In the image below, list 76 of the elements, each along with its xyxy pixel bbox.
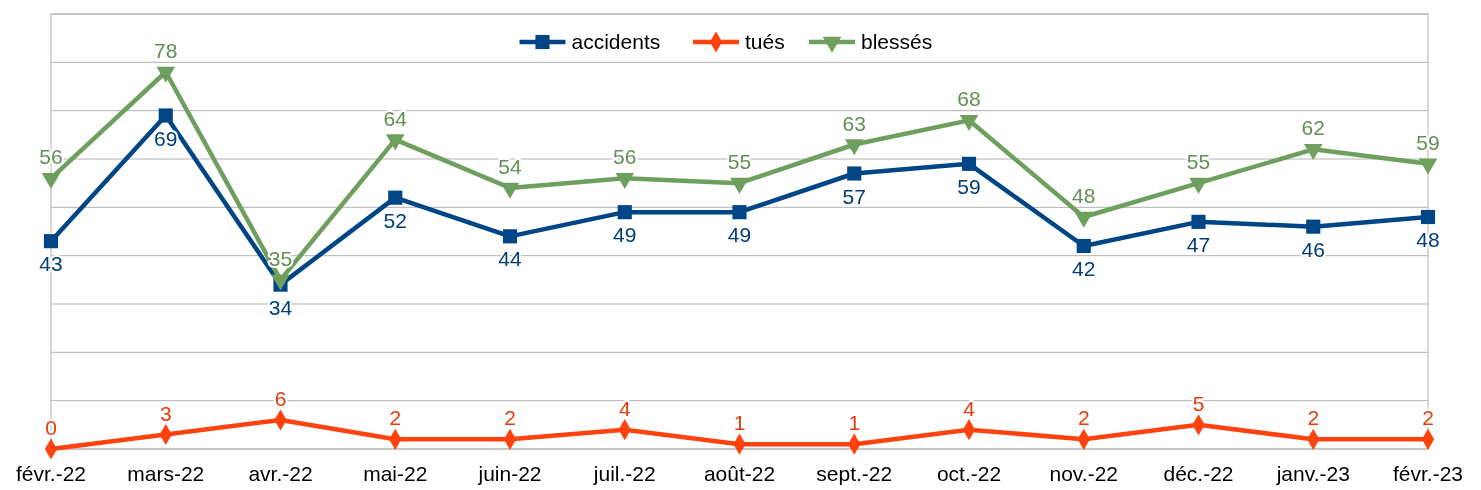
x-tick-label: févr.-22 — [15, 462, 87, 485]
data-label: 47 — [1186, 232, 1211, 256]
legend-label: blessés — [861, 30, 933, 53]
x-tick-label: mai-22 — [363, 462, 428, 485]
data-label: 55 — [727, 150, 752, 174]
point — [1076, 238, 1091, 254]
x-tick-label: févr.-23 — [1392, 462, 1464, 485]
point — [1074, 211, 1094, 228]
point — [41, 172, 61, 190]
point — [615, 172, 635, 190]
data-label: 62 — [1301, 116, 1325, 140]
point — [844, 139, 864, 156]
x-tick-label: avr.-22 — [248, 462, 313, 485]
legend-label: tués — [745, 30, 785, 53]
point — [388, 190, 403, 205]
point — [732, 205, 747, 220]
data-label: 49 — [727, 223, 752, 247]
data-label: 55 — [1186, 150, 1211, 174]
point — [43, 234, 59, 249]
data-label: 48 — [1416, 228, 1440, 251]
data-label: 69 — [154, 126, 178, 150]
point — [500, 182, 520, 199]
data-label: 57 — [842, 184, 866, 208]
point — [1189, 177, 1208, 194]
data-label: 48 — [1072, 184, 1096, 207]
point — [156, 66, 176, 83]
data-label: 1 — [733, 411, 746, 435]
data-label: 63 — [842, 111, 866, 135]
x-tick-label: janv.-23 — [1275, 462, 1350, 485]
point — [1191, 214, 1206, 229]
x-tick-label: déc.-22 — [1163, 462, 1234, 485]
legend-label: accidents — [571, 30, 661, 53]
point — [730, 177, 749, 194]
data-label: 68 — [957, 87, 981, 111]
data-label: 3 — [159, 401, 172, 425]
data-label: 0 — [45, 416, 57, 439]
data-label: 5 — [1192, 391, 1205, 415]
point — [617, 205, 632, 220]
data-label: 64 — [383, 106, 408, 130]
data-label: 43 — [39, 252, 63, 276]
point — [1418, 158, 1438, 175]
data-label: 2 — [1422, 406, 1434, 430]
data-label: 1 — [848, 411, 861, 435]
x-tick-label: juin-22 — [477, 462, 542, 485]
data-label: 2 — [504, 406, 516, 430]
x-tick-label: nov.-22 — [1049, 462, 1118, 485]
data-label: 49 — [613, 223, 637, 247]
point — [847, 166, 862, 181]
point — [1420, 209, 1436, 225]
data-label: 56 — [39, 145, 63, 169]
x-tick-label: sept.-22 — [816, 462, 893, 485]
data-label: 4 — [963, 396, 976, 420]
point — [959, 114, 979, 132]
data-label: 42 — [1072, 257, 1096, 280]
data-label: 59 — [1416, 130, 1440, 154]
data-label: 52 — [383, 208, 407, 232]
data-label: 34 — [268, 295, 293, 319]
data-label: 2 — [1077, 406, 1090, 430]
data-label: 78 — [154, 39, 178, 62]
data-label: 2 — [1307, 406, 1320, 430]
data-label: 4 — [618, 396, 631, 420]
point — [1306, 219, 1321, 234]
data-label: 6 — [274, 387, 287, 410]
data-label: 46 — [1301, 237, 1325, 261]
data-label: 44 — [498, 247, 522, 271]
data-label: 56 — [613, 145, 637, 169]
point — [385, 134, 405, 151]
data-label: 54 — [498, 155, 522, 178]
data-label: 2 — [389, 406, 402, 430]
x-tick-label: août-22 — [703, 462, 776, 485]
point — [502, 229, 518, 244]
point — [1303, 143, 1323, 161]
x-tick-label: juil.-22 — [592, 462, 656, 485]
x-tick-label: mars-22 — [127, 462, 205, 485]
data-label: 59 — [957, 174, 981, 198]
x-tick-label: oct.-22 — [936, 462, 1002, 485]
